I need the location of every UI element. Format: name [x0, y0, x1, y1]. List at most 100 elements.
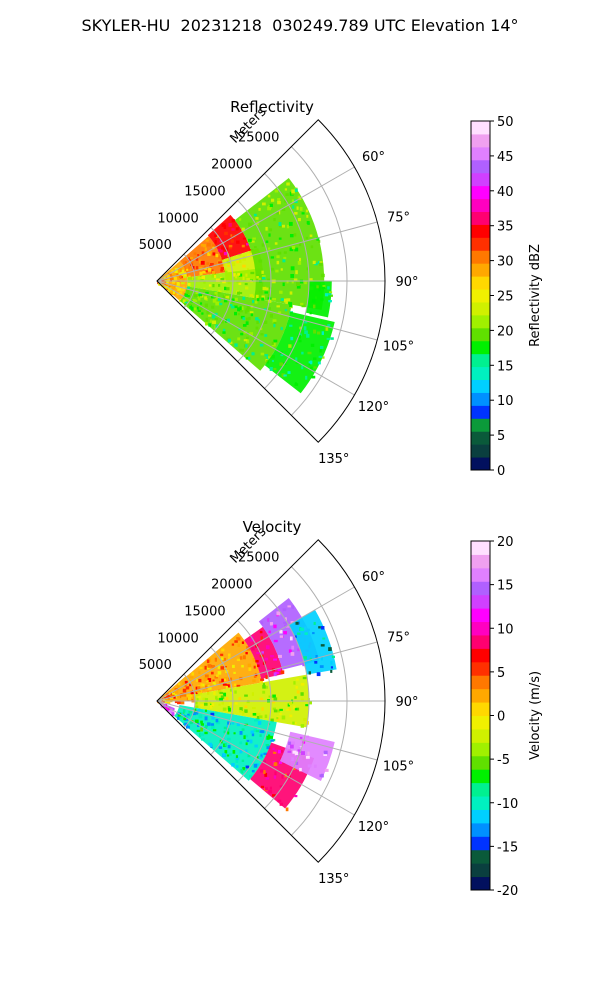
data-speckle — [295, 621, 299, 625]
data-speckle — [262, 286, 267, 291]
data-speckle — [211, 275, 215, 278]
data-speckle — [195, 700, 198, 705]
data-speckle — [290, 744, 294, 749]
data-speckle — [236, 260, 240, 264]
data-speckle — [190, 693, 193, 698]
data-speckle — [262, 684, 266, 689]
data-speckle — [196, 689, 200, 693]
data-speckle — [201, 312, 204, 315]
data-speckle — [227, 318, 230, 323]
data-speckle — [252, 237, 256, 240]
data-speckle — [245, 321, 249, 325]
data-speckle — [275, 269, 279, 273]
colorbar-segment — [471, 554, 490, 569]
data-speckle — [218, 746, 223, 749]
data-speckle — [204, 731, 208, 735]
data-speckle — [197, 276, 202, 280]
data-speckle — [294, 751, 299, 756]
colorbar-segment — [471, 133, 490, 148]
data-speckle — [171, 692, 175, 695]
data-speckle — [182, 299, 186, 303]
data-speckle — [264, 772, 268, 777]
data-speckle — [222, 657, 227, 661]
data-speckle — [224, 231, 228, 236]
data-speckle — [177, 716, 180, 720]
data-speckle — [207, 252, 211, 256]
data-speckle — [216, 698, 219, 702]
data-speckle — [196, 729, 201, 733]
azimuth-tick-label: 105° — [383, 340, 414, 355]
data-speckle — [306, 221, 310, 225]
data-speckle — [288, 302, 293, 305]
data-speckle — [330, 660, 333, 665]
colorbar-segment — [471, 392, 490, 406]
data-speckle — [251, 769, 255, 773]
data-speckle — [304, 281, 307, 285]
data-speckle — [193, 307, 197, 311]
data-speckle — [262, 683, 266, 687]
data-speckle — [180, 715, 184, 718]
data-speckle — [310, 245, 314, 249]
data-speckle — [265, 240, 269, 244]
data-speckle — [237, 307, 241, 312]
data-speckle — [219, 697, 224, 702]
data-field-5 — [174, 704, 277, 781]
data-speckle — [215, 235, 219, 238]
colorbar-tick-label: 35 — [497, 220, 514, 235]
colorbar-segment — [471, 608, 490, 623]
data-speckle — [282, 608, 287, 612]
data-speckle — [276, 260, 280, 265]
data-speckle — [221, 246, 225, 251]
data-speckle — [200, 727, 203, 732]
data-speckle — [237, 313, 240, 316]
data-speckle — [274, 671, 279, 675]
azimuth-tick-label: 60° — [362, 570, 385, 585]
data-speckle — [288, 649, 292, 653]
data-speckle — [259, 730, 263, 733]
data-speckle — [233, 683, 237, 687]
data-speckle — [219, 240, 223, 243]
data-speckle — [321, 286, 326, 290]
data-speckle — [289, 636, 293, 641]
data-speckle — [231, 722, 235, 725]
data-speckle — [265, 287, 269, 291]
data-speckle — [308, 362, 311, 366]
data-speckle — [205, 685, 209, 689]
data-speckle — [240, 348, 244, 352]
data-speckle — [209, 743, 213, 748]
data-speckle — [311, 375, 316, 379]
data-speckle — [253, 763, 258, 768]
data-speckle — [235, 274, 238, 279]
data-speckle — [198, 678, 202, 683]
data-speckle — [297, 648, 301, 652]
colorbar-label: Reflectivity dBZ — [528, 244, 543, 347]
data-speckle — [265, 645, 270, 650]
data-speckle — [293, 278, 298, 281]
colorbar-tick-label: -20 — [497, 884, 518, 899]
data-speckle — [160, 282, 163, 287]
data-speckle — [224, 743, 227, 747]
data-speckle — [212, 314, 216, 319]
data-speckle — [208, 323, 212, 327]
data-speckle — [298, 257, 302, 262]
data-speckle — [264, 714, 268, 719]
data-speckle — [283, 256, 287, 260]
data-speckle — [276, 717, 279, 720]
data-speckle — [225, 709, 229, 712]
data-speckle — [239, 741, 243, 745]
data-speckle — [323, 750, 328, 755]
data-speckle — [329, 291, 333, 294]
data-speckle — [313, 764, 317, 768]
data-speckle — [300, 724, 305, 728]
data-speckle — [273, 218, 276, 222]
data-speckle — [177, 287, 181, 291]
data-speckle — [289, 247, 294, 252]
data-speckle — [285, 807, 289, 812]
data-speckle — [192, 266, 195, 270]
data-speckle — [178, 267, 183, 270]
data-speckle — [197, 686, 201, 690]
data-speckle — [292, 205, 295, 209]
azimuth-gridline — [156, 700, 378, 761]
data-speckle — [177, 277, 181, 281]
data-speckle — [204, 726, 208, 730]
